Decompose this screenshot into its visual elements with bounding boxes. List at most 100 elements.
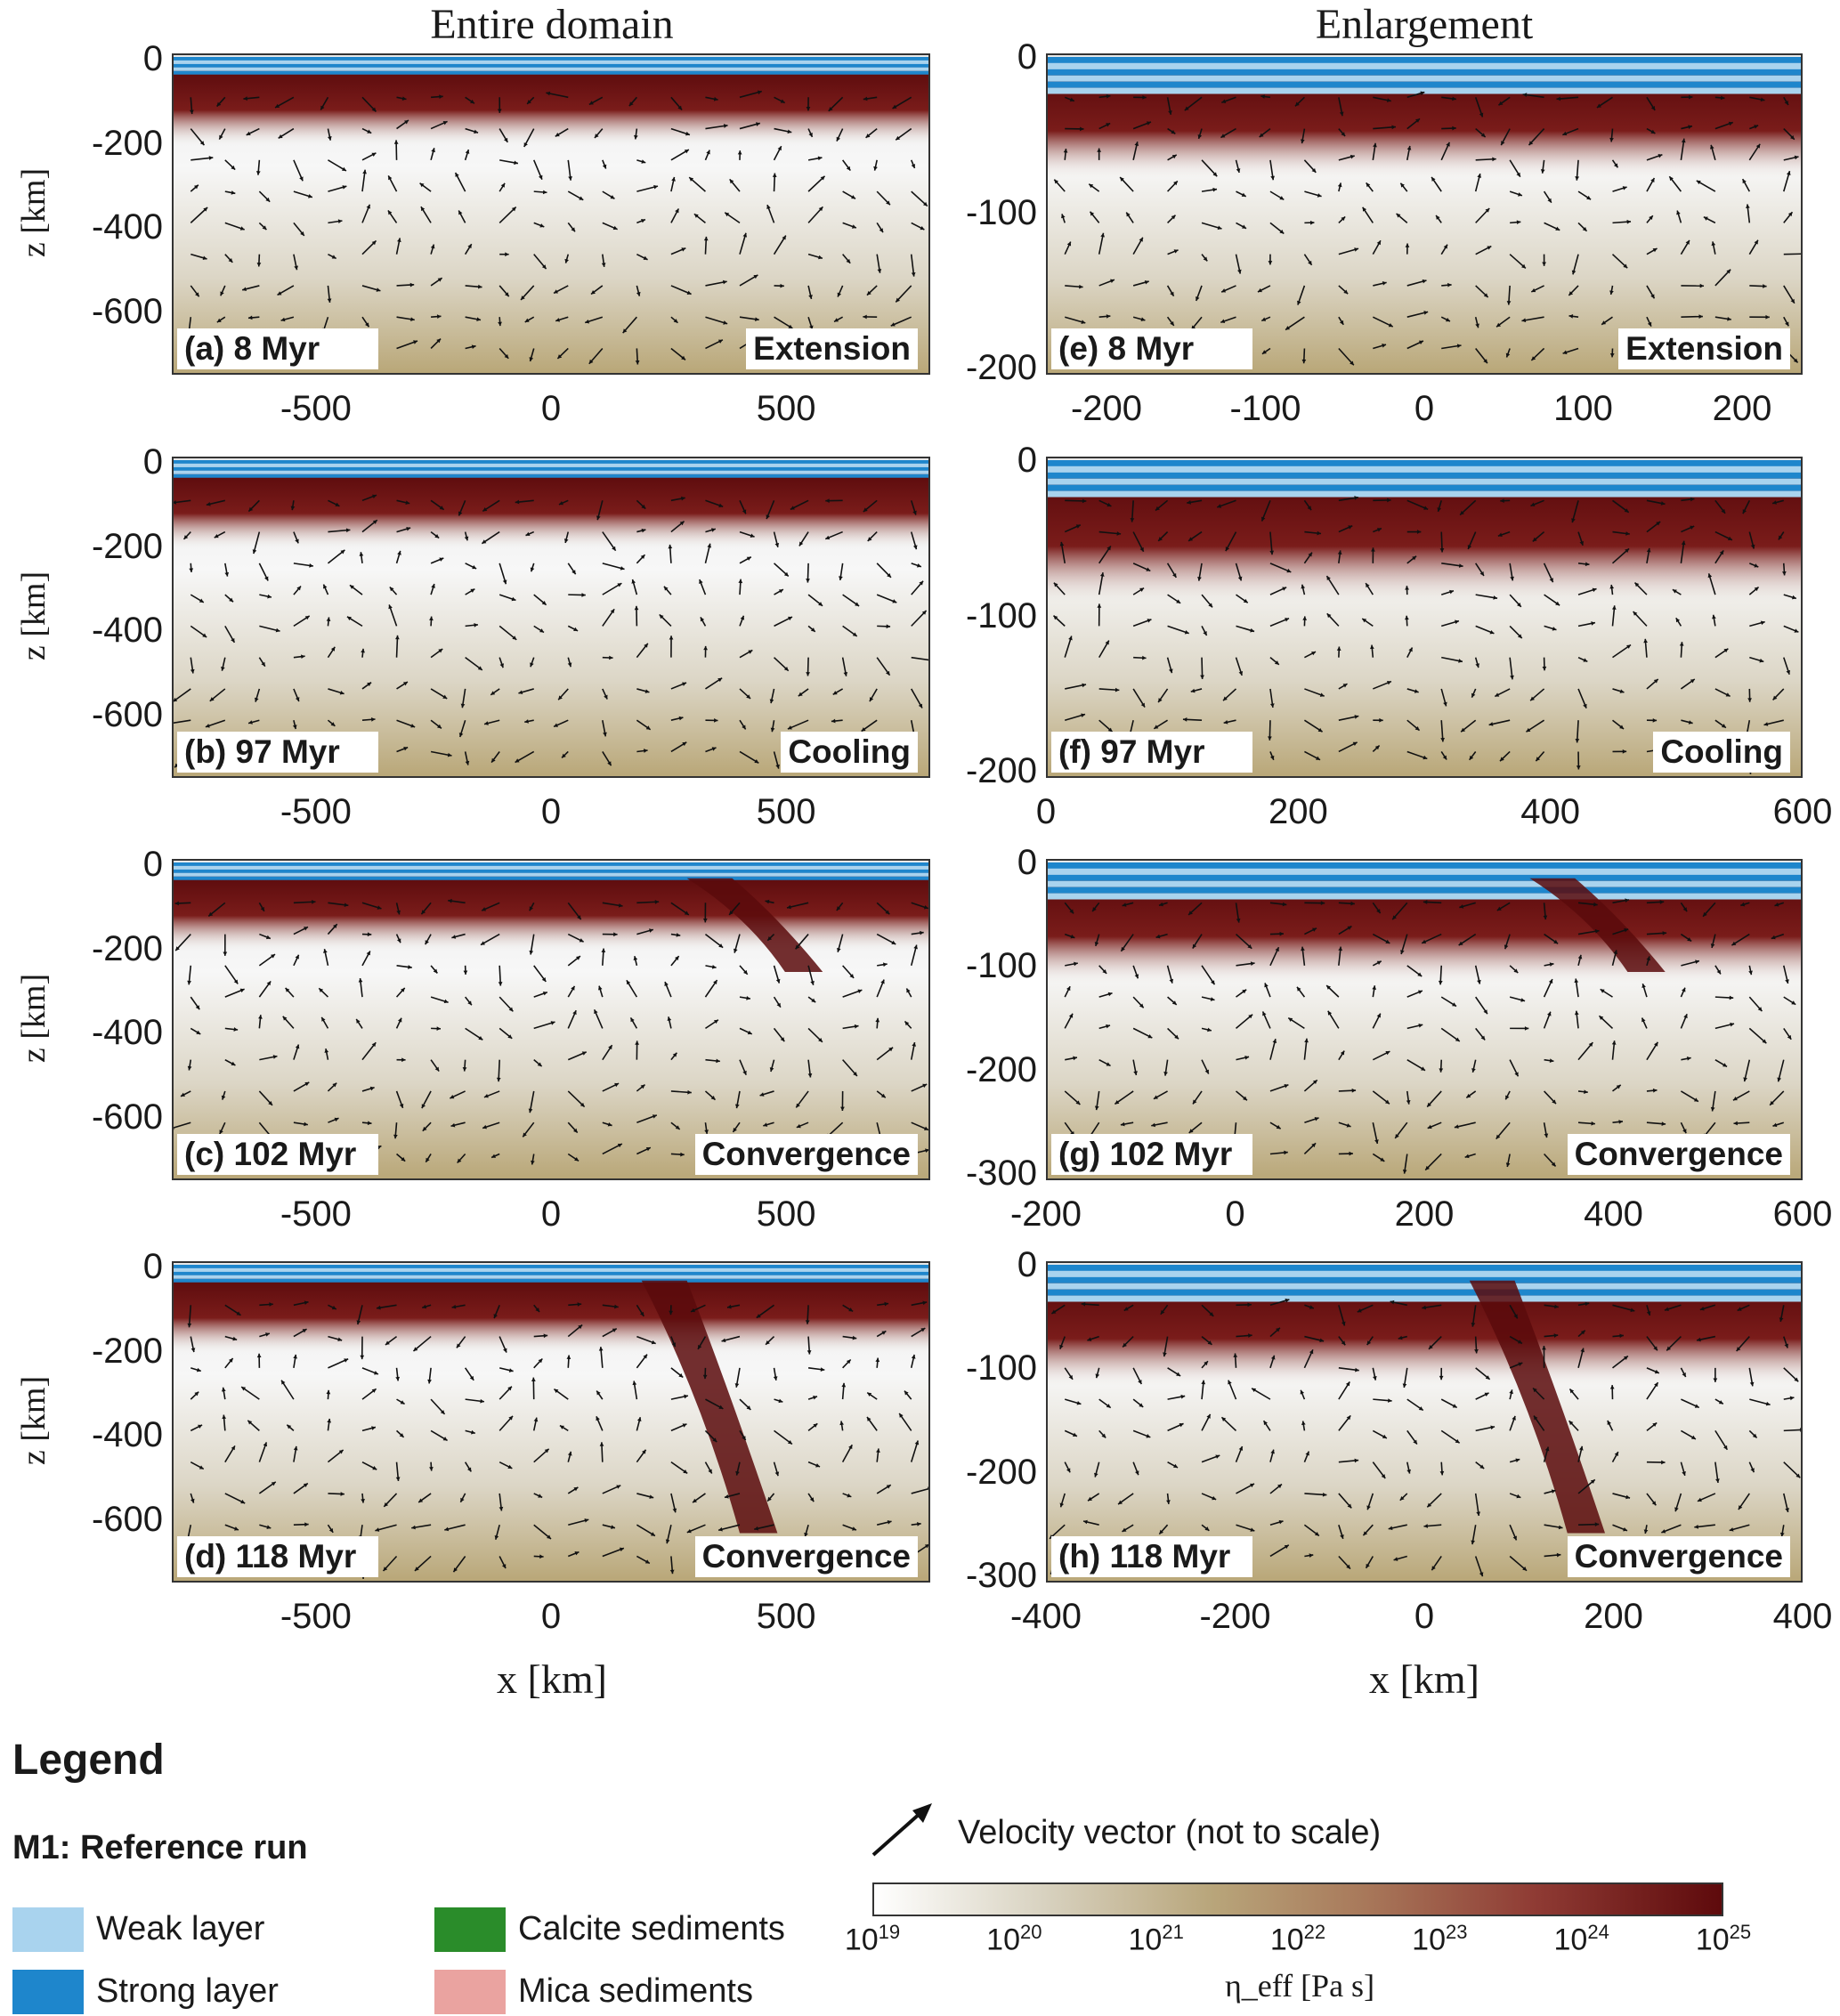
velocity-vector-head: [1458, 659, 1463, 663]
velocity-vector-head: [718, 503, 724, 508]
velocity-vector-head: [539, 174, 543, 180]
x-tick-label: 200: [1268, 792, 1328, 831]
velocity-vector-head: [1188, 537, 1194, 541]
velocity-vector-head: [1301, 946, 1305, 951]
velocity-vector-head: [1221, 99, 1227, 103]
velocity-vector-head: [740, 615, 745, 620]
velocity-vector-head: [1464, 1154, 1470, 1159]
velocity-vector-head: [333, 924, 337, 929]
velocity-vector-head: [242, 287, 247, 292]
velocity-vector-head: [669, 636, 674, 640]
velocity-vector-head: [1308, 552, 1312, 557]
y-tick-label: -300: [965, 1154, 1037, 1193]
velocity-vector-head: [183, 535, 189, 539]
velocity-vector-head: [1656, 521, 1661, 526]
velocity-vector-head: [1063, 149, 1068, 153]
velocity-vector-head: [194, 1391, 199, 1397]
velocity-vector-head: [1374, 1139, 1379, 1144]
velocity-vector-head: [1510, 675, 1514, 680]
velocity-vector-head: [418, 1498, 424, 1502]
velocity-vector-head: [1269, 550, 1275, 555]
velocity-vector-head: [806, 672, 811, 676]
velocity-vector-head: [269, 1302, 273, 1307]
velocity-vector-head: [1522, 93, 1528, 97]
velocity-vector-head: [431, 148, 435, 153]
velocity-vector-head: [395, 1376, 401, 1381]
velocity-vector-head: [1158, 902, 1163, 907]
velocity-vector-head: [515, 499, 520, 505]
velocity-vector-head: [1386, 98, 1391, 102]
velocity-vector-head: [678, 1372, 684, 1378]
velocity-vector-head: [460, 703, 466, 708]
panel-tag-c: (c) 102 Myr: [177, 1134, 378, 1175]
velocity-vector-head: [425, 940, 429, 945]
velocity-vector-head: [1107, 992, 1113, 997]
velocity-vector-head: [671, 1342, 677, 1348]
velocity-vector-head: [1650, 178, 1655, 182]
velocity-vector-head: [585, 319, 590, 324]
velocity-vector-head: [1455, 619, 1459, 625]
velocity-vector-head: [458, 511, 463, 516]
velocity-vector-head: [1075, 524, 1081, 529]
velocity-vector-head: [1542, 262, 1546, 266]
velocity-vector-head: [460, 1497, 465, 1502]
velocity-vector-head: [529, 950, 534, 955]
velocity-vector-head: [714, 718, 718, 723]
velocity-vector-head: [1682, 1372, 1686, 1377]
velocity-vector-head: [268, 1101, 272, 1105]
velocity-vector-head: [703, 645, 708, 651]
panel-tag-e: (e) 8 Myr: [1051, 328, 1252, 369]
velocity-vector-head: [1312, 1080, 1317, 1085]
velocity-vector-head: [896, 297, 901, 303]
plot-a: (a) 8 Myr Extension: [172, 53, 930, 375]
velocity-vector-head: [422, 1126, 427, 1131]
velocity-vector-head: [1069, 909, 1074, 914]
y-tick-label: -600: [91, 291, 163, 331]
velocity-vector-head: [914, 1440, 920, 1445]
velocity-vector-head: [1613, 950, 1618, 955]
velocity-vector-head: [782, 235, 786, 240]
velocity-vector-head: [404, 120, 409, 125]
colorbar-tick-base: 10: [986, 1923, 1020, 1957]
velocity-vector-head: [1278, 1519, 1284, 1525]
velocity-vector-head: [1643, 1529, 1649, 1534]
velocity-vector-head: [1521, 318, 1527, 323]
velocity-vector-head: [1725, 692, 1731, 697]
x-tick-label: 100: [1553, 389, 1613, 428]
velocity-vector-head: [765, 899, 770, 904]
velocity-vector-head: [1106, 1404, 1111, 1408]
velocity-vector-head: [1159, 1529, 1164, 1534]
velocity-vector-head: [1068, 1374, 1074, 1380]
velocity-vector-head: [641, 159, 646, 164]
velocity-vector-head: [1695, 959, 1699, 964]
velocity-vector-head: [1121, 946, 1125, 951]
weak-layer-stripe: [174, 463, 928, 467]
velocity-vector-head: [1094, 942, 1099, 946]
velocity-vector-head: [1536, 757, 1541, 762]
velocity-vector-head: [1402, 1169, 1407, 1174]
velocity-vector-head: [304, 1121, 308, 1127]
velocity-vector-head: [713, 1019, 718, 1024]
velocity-vector-head: [470, 588, 475, 593]
velocity-vector: [174, 1121, 191, 1129]
velocity-vector-head: [1260, 94, 1265, 99]
velocity-vector-head: [1437, 507, 1442, 512]
velocity-vector-head: [633, 134, 638, 140]
velocity-vector-head: [1288, 1017, 1293, 1022]
velocity-vector-head: [1521, 263, 1526, 269]
velocity-vector-head: [493, 1314, 498, 1319]
x-tick-label: 200: [1394, 1194, 1455, 1234]
velocity-vector-head: [1279, 229, 1285, 234]
velocity-vector-head: [498, 321, 502, 327]
velocity-vector-head: [1106, 1062, 1111, 1066]
velocity-vector-head: [231, 190, 236, 195]
velocity-vector-head: [675, 208, 679, 214]
velocity-vector-head: [1347, 926, 1352, 930]
velocity-vector-head: [875, 1017, 880, 1023]
plot-c: (c) 102 Myr Convergence: [172, 859, 930, 1180]
velocity-vector-head: [725, 212, 730, 217]
velocity-vector-head: [665, 1539, 670, 1544]
velocity-vector-head: [1675, 618, 1681, 623]
velocity-vector-head: [319, 988, 324, 993]
strong-layer-stripe: [1048, 459, 1801, 466]
